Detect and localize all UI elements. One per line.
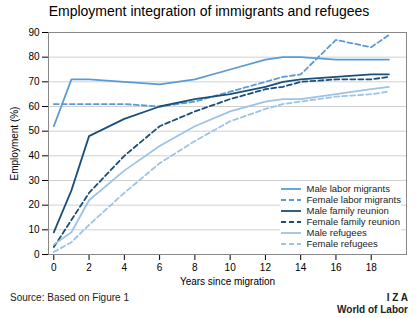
html-text:Female refugees: Female refugees	[306, 238, 378, 249]
html-text:Male family reunion: Male family reunion	[306, 205, 389, 216]
html-text:Source: Based on Figure 1: Source: Based on Figure 1	[10, 292, 129, 303]
svg-text:Years since migration: Years since migration	[180, 276, 275, 287]
svg-text:30: 30	[28, 175, 40, 186]
svg-text:10: 10	[225, 262, 237, 273]
html-text:Male refugees: Male refugees	[306, 227, 367, 238]
svg-text:12: 12	[260, 262, 272, 273]
html-text:World of Labor: World of Labor	[337, 304, 408, 315]
svg-text:20: 20	[28, 199, 40, 210]
svg-text:14: 14	[295, 262, 307, 273]
svg-text:4: 4	[122, 262, 128, 273]
svg-text:70: 70	[28, 76, 40, 87]
html-text:Male labor migrants: Male labor migrants	[306, 183, 390, 194]
svg-text:16: 16	[330, 262, 342, 273]
svg-text:18: 18	[366, 262, 378, 273]
html-text:Female family reunion: Female family reunion	[306, 216, 400, 227]
svg-text:60: 60	[28, 101, 40, 112]
svg-text:8: 8	[192, 262, 198, 273]
svg-text:10: 10	[28, 224, 40, 235]
html-text:Female labor migrants: Female labor migrants	[306, 194, 401, 205]
svg-text:90: 90	[28, 27, 40, 38]
svg-text:0: 0	[34, 249, 40, 260]
svg-text:0: 0	[51, 262, 57, 273]
html-text:I Z A: I Z A	[386, 292, 408, 303]
svg-text:2: 2	[86, 262, 92, 273]
svg-text:40: 40	[28, 150, 40, 161]
svg-text:80: 80	[28, 51, 40, 62]
svg-text:6: 6	[157, 262, 163, 273]
html-text:Employment integration of immi: Employment integration of immigrants and…	[48, 3, 370, 19]
svg-text:Employment (%): Employment (%)	[9, 107, 20, 181]
svg-text:50: 50	[28, 125, 40, 136]
